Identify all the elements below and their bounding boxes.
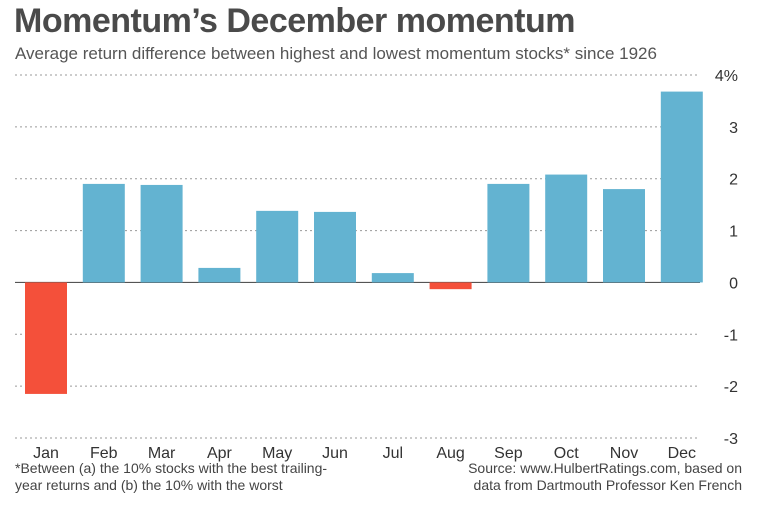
bar-jun xyxy=(314,211,356,283)
x-tick-label: Jun xyxy=(322,445,348,462)
footnote: *Between (a) the 10% stocks with the bes… xyxy=(15,460,375,494)
footnote-line-1: *Between (a) the 10% stocks with the bes… xyxy=(15,460,328,476)
bar-jan xyxy=(25,282,67,394)
bar-aug xyxy=(429,282,472,290)
x-tick-label: Dec xyxy=(668,445,696,462)
y-tick-label: -1 xyxy=(724,327,738,344)
x-tick-label: Nov xyxy=(610,445,638,462)
y-tick-label: 3 xyxy=(729,120,738,137)
source-line-2: data from Dartmouth Professor Ken French xyxy=(473,477,742,493)
x-tick-label: Oct xyxy=(554,445,579,462)
y-tick-label: 4% xyxy=(715,68,738,85)
bar-sep xyxy=(487,183,530,283)
bar-apr xyxy=(198,267,241,283)
x-tick-label: Aug xyxy=(436,445,464,462)
chart-subtitle: Average return difference between highes… xyxy=(15,44,657,63)
x-tick-label: Sep xyxy=(494,445,523,462)
chart-title: Momentum’s December momentum xyxy=(14,2,575,40)
x-tick-label: Apr xyxy=(207,445,233,462)
bar-mar xyxy=(140,184,183,283)
source-note: Source: www.HulbertRatings.com, based on… xyxy=(412,460,742,494)
x-tick-label: Jan xyxy=(33,445,59,462)
x-tick-label: Jul xyxy=(383,445,403,462)
bar-dec xyxy=(660,91,703,283)
bar-jul xyxy=(371,273,414,283)
y-tick-label: 2 xyxy=(729,172,738,189)
bar-nov xyxy=(603,189,645,283)
y-tick-label: 1 xyxy=(729,224,738,241)
bar-oct xyxy=(545,174,588,283)
x-tick-label: Feb xyxy=(90,445,118,462)
y-tick-label: -3 xyxy=(724,431,738,448)
y-tick-label: -2 xyxy=(724,379,738,396)
bar-may xyxy=(256,210,299,283)
footnote-line-2: year returns and (b) the 10% with the wo… xyxy=(15,477,283,493)
source-line-1: Source: www.HulbertRatings.com, based on xyxy=(468,460,742,476)
x-tick-label: Mar xyxy=(148,445,176,462)
bar-feb xyxy=(82,183,125,283)
x-tick-label: May xyxy=(262,445,292,462)
y-tick-label: 0 xyxy=(729,275,738,292)
